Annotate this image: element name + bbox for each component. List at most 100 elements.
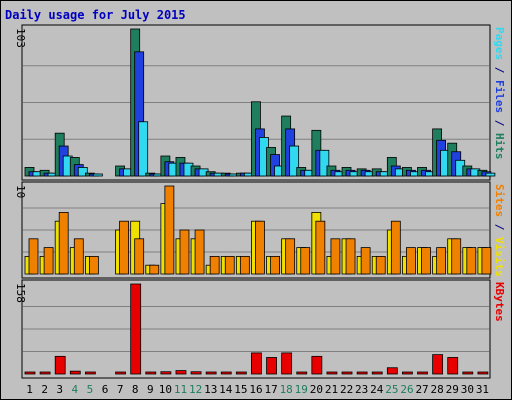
bar-sites-day-14 xyxy=(224,255,235,275)
bar-sites-day-1 xyxy=(28,238,39,275)
legend-part: KBytes xyxy=(493,282,506,322)
x-tick-label: 8 xyxy=(132,383,139,396)
x-tick-label: 17 xyxy=(264,383,277,396)
x-tick-label: 26 xyxy=(400,383,413,396)
x-tick-label: 11 xyxy=(174,383,187,396)
bar-sites-day-2 xyxy=(43,247,54,275)
bar-sites-day-10 xyxy=(164,185,175,275)
bar-kbytes-day-9 xyxy=(145,371,157,375)
x-tick-label: 14 xyxy=(219,383,233,396)
legend-part: / xyxy=(493,217,506,237)
bar-sites-day-19 xyxy=(300,247,311,275)
legend-visits: Sites / Visits xyxy=(493,184,506,277)
legend-part: / xyxy=(493,113,506,133)
x-tick-label: 4 xyxy=(72,383,79,396)
x-tick-label: 24 xyxy=(370,383,384,396)
legend-kbytes: KBytes xyxy=(493,282,506,322)
bar-sites-day-7 xyxy=(119,220,129,275)
x-tick-label: 30 xyxy=(461,383,474,396)
x-tick-label: 5 xyxy=(87,383,94,396)
panel-hits: 103 Pages / Files / Hits xyxy=(14,24,506,181)
panel-kbytes: 158 KBytes xyxy=(14,279,506,379)
bar-sites-day-11 xyxy=(179,229,190,275)
bar-sites-day-17 xyxy=(270,255,280,275)
bar-kbytes-day-21 xyxy=(326,371,338,375)
bar-sites-day-21 xyxy=(330,238,341,275)
bar-sites-day-29 xyxy=(451,238,462,275)
x-axis-labels: 1 2 3 4 5 6 7 8 9 10 11 12 13 14 15 16 17 18 19 20 21 22 23 24 2… xyxy=(26,383,489,396)
bar-sites-day-4 xyxy=(73,238,84,275)
bar-sites-day-28 xyxy=(436,247,447,275)
bar-kbytes-day-29 xyxy=(447,357,459,375)
bar-kbytes-day-7 xyxy=(115,371,126,375)
bar-kbytes-day-28 xyxy=(432,354,444,375)
x-tick-label: 28 xyxy=(431,383,444,396)
bar-sites-day-8 xyxy=(134,238,145,275)
x-tick-label: 13 xyxy=(204,383,217,396)
bar-kbytes-day-4 xyxy=(69,370,81,375)
bar-pages-day-8 xyxy=(138,121,149,177)
x-tick-label: 19 xyxy=(295,383,308,396)
legend-part: Files xyxy=(493,80,506,113)
bar-kbytes-day-16 xyxy=(251,352,262,375)
panel-visits: 10 Sites / Visits xyxy=(14,181,506,279)
legend-part: Pages xyxy=(493,27,506,60)
bar-kbytes-day-31 xyxy=(477,371,489,375)
bar-sites-day-13 xyxy=(209,255,220,275)
bar-kbytes-day-2 xyxy=(39,371,51,375)
legend-part: / xyxy=(493,60,506,80)
bar-sites-day-26 xyxy=(406,247,416,275)
x-tick-label: 1 xyxy=(26,383,33,396)
bar-kbytes-day-24 xyxy=(371,371,383,375)
legend-hits: Pages / Files / Hits xyxy=(493,27,506,160)
bar-pages-day-31 xyxy=(485,172,496,177)
bar-kbytes-day-22 xyxy=(341,371,353,375)
bar-sites-day-23 xyxy=(360,247,371,275)
bar-sites-day-20 xyxy=(315,220,326,275)
bar-kbytes-day-13 xyxy=(205,371,217,375)
bar-kbytes-day-30 xyxy=(462,371,474,375)
bar-sites-day-24 xyxy=(375,255,386,275)
legend-part: Hits xyxy=(493,133,506,160)
bar-kbytes-day-20 xyxy=(311,355,323,375)
x-tick-label: 25 xyxy=(385,383,398,396)
bar-kbytes-day-10 xyxy=(160,371,172,375)
bar-kbytes-day-1 xyxy=(24,371,36,375)
bar-sites-day-30 xyxy=(466,247,477,275)
bar-kbytes-day-11 xyxy=(175,370,187,375)
x-tick-label: 2 xyxy=(41,383,48,396)
bar-kbytes-day-3 xyxy=(54,355,66,375)
bar-sites-day-9 xyxy=(149,264,160,275)
x-tick-label: 21 xyxy=(325,383,338,396)
x-tick-label: 31 xyxy=(476,383,489,396)
bar-kbytes-day-19 xyxy=(296,371,308,375)
x-tick-label: 9 xyxy=(147,383,154,396)
bar-sites-day-22 xyxy=(345,238,356,275)
legend-part: Sites xyxy=(493,184,506,217)
bar-sites-day-31 xyxy=(481,247,492,275)
x-tick-label: 22 xyxy=(340,383,353,396)
bar-sites-day-25 xyxy=(390,220,401,275)
bar-kbytes-day-8 xyxy=(130,283,142,375)
bar-kbytes-day-25 xyxy=(386,367,398,375)
x-tick-label: 10 xyxy=(159,383,172,396)
bar-sites-day-18 xyxy=(285,238,296,275)
x-tick-label: 12 xyxy=(189,383,202,396)
bar-sites-day-27 xyxy=(421,247,431,275)
x-tick-label: 15 xyxy=(234,383,247,396)
chart-title: Daily usage for July 2015 xyxy=(5,8,186,22)
x-tick-label: 7 xyxy=(117,383,124,396)
bar-kbytes-day-23 xyxy=(356,371,368,375)
y-max-label-hits: 103 xyxy=(14,28,27,48)
bar-sites-day-15 xyxy=(239,255,250,275)
y-max-label-visits: 10 xyxy=(14,185,27,198)
x-tick-label: 29 xyxy=(446,383,459,396)
x-tick-label: 16 xyxy=(249,383,262,396)
y-max-label-kbytes: 158 xyxy=(14,283,27,303)
bar-sites-day-5 xyxy=(88,255,99,275)
bar-sites-day-3 xyxy=(58,211,69,275)
bar-sites-day-16 xyxy=(255,220,265,275)
x-tick-label: 6 xyxy=(102,383,109,396)
